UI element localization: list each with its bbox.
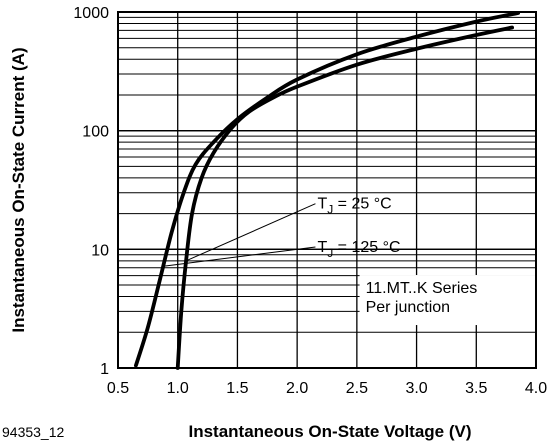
x-tick-label: 0.5 (107, 380, 129, 397)
x-axis-title: Instantaneous On-State Voltage (V) (188, 422, 471, 441)
x-tick-label: 2.0 (286, 380, 308, 397)
y-tick-label: 1 (100, 361, 109, 378)
series-annotation: TJ = 125 °C (317, 239, 400, 260)
y-axis-title: Instantaneous On-State Current (A) (9, 47, 28, 332)
series-line-1 (134, 11, 520, 368)
series-info-box (359, 275, 536, 326)
series-info-label: 11.MT..K Series (366, 280, 478, 297)
tick-labels: 0.5 1.0 1.5 2.0 2.5 3.0 3.5 4.0 1 10 100 1000 (73, 5, 547, 397)
figure-id: 94353_12 (2, 424, 65, 440)
annotation-leader (163, 246, 316, 267)
series-line-2 (175, 25, 515, 370)
x-tick-label: 1.0 (167, 380, 189, 397)
x-tick-label: 2.5 (346, 380, 368, 397)
x-tick-label: 3.0 (405, 380, 427, 397)
series-layer (134, 11, 520, 370)
y-tick-label: 1000 (73, 5, 109, 22)
plot-frame (117, 11, 537, 369)
annotations: TJ = 25 °C TJ = 125 °C 11.MT..K Series Per … (163, 196, 536, 326)
y-tick-label: 10 (91, 242, 109, 259)
y-tick-label: 100 (82, 124, 109, 141)
series-info-label: Per junction (366, 299, 451, 316)
series-annotation: TJ = 25 °C (317, 196, 391, 217)
x-tick-label: 1.5 (226, 380, 248, 397)
annotation-leader (185, 203, 316, 262)
x-tick-label: 3.5 (465, 380, 487, 397)
x-tick-label: 4.0 (525, 380, 547, 397)
